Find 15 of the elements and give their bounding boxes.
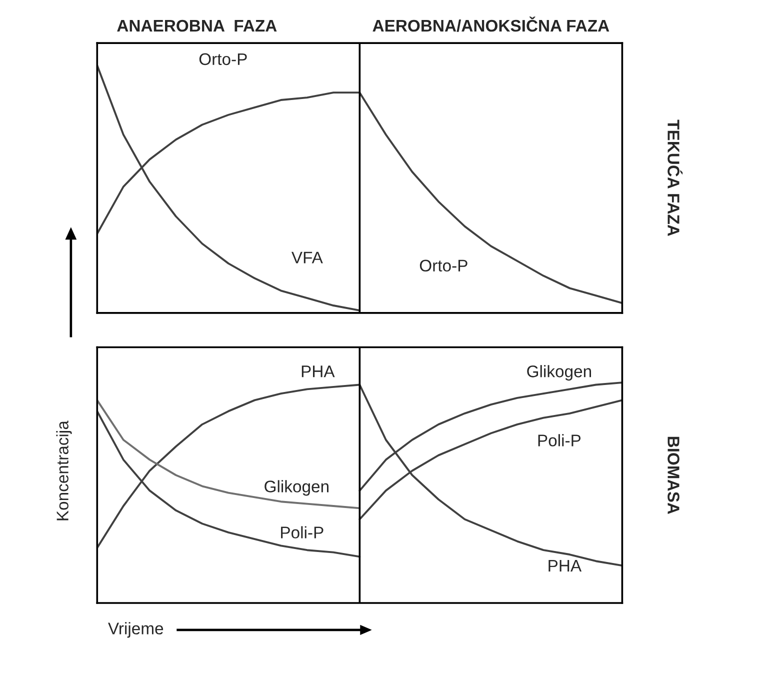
x-axis-title: Vrijeme [108, 622, 164, 638]
text: BIOMASA [668, 436, 680, 514]
text: TEKUĆA FAZA [668, 120, 683, 236]
series-label: PHA [302, 366, 335, 378]
series-label: Poli-P [538, 434, 581, 446]
text: AEROBNA/ANOKSIČNA FAZA [372, 16, 610, 32]
series-label: PHA [548, 560, 582, 572]
series-label: Poli-P [281, 526, 324, 538]
y-axis-title: Koncentracija [56, 420, 72, 520]
series-label: Glikogen [527, 365, 591, 381]
text: Orto-P [199, 53, 247, 66]
series-label: VFA [291, 252, 323, 264]
series-label: Orto-P [420, 260, 468, 272]
text: ANAEROBNA FAZA [117, 20, 277, 32]
series-label: Glikogen [264, 480, 328, 496]
